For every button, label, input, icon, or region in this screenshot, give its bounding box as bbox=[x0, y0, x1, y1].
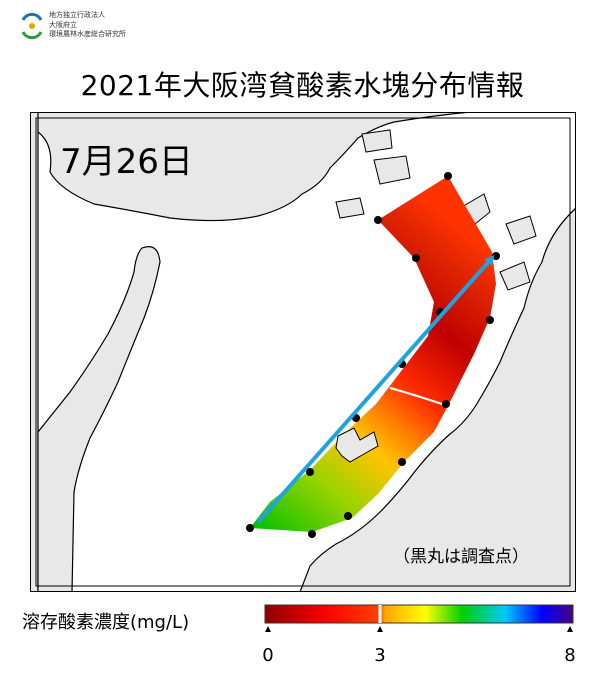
osaka-bay-map bbox=[30, 112, 576, 592]
color-bar-gradient bbox=[264, 604, 574, 624]
tick-label-3: 3 bbox=[374, 645, 386, 666]
kansai-airport bbox=[335, 427, 379, 463]
org-name: 地方独立行政法人 大阪府立 環境農林水産総合研究所 bbox=[49, 11, 126, 38]
contour-line bbox=[389, 387, 443, 405]
survey-point-dot bbox=[442, 400, 450, 408]
awaji-island bbox=[37, 246, 161, 592]
survey-point-dot bbox=[306, 468, 314, 476]
tick-label-0: 0 bbox=[262, 645, 274, 666]
page-title: 2021年大阪湾貧酸素水塊分布情報 bbox=[80, 69, 525, 102]
tick-marker-8 bbox=[567, 626, 573, 632]
survey-point-dot bbox=[398, 458, 406, 466]
survey-point-note: （黒丸は調査点） bbox=[393, 547, 529, 567]
tick-marker-3 bbox=[377, 626, 383, 632]
org-logo: 地方独立行政法人 大阪府立 環境農林水産総合研究所 bbox=[20, 8, 180, 44]
survey-point-dot bbox=[374, 216, 382, 224]
tick-label-8: 8 bbox=[564, 645, 576, 666]
port-island-5 bbox=[505, 215, 537, 245]
port-island-2 bbox=[373, 155, 411, 185]
tick-marker-0 bbox=[265, 626, 271, 632]
map-svg bbox=[30, 112, 576, 592]
survey-direction-arrow bbox=[256, 255, 495, 524]
survey-point-dot bbox=[444, 172, 452, 180]
map-inner-frame bbox=[35, 117, 571, 587]
survey-point-dot bbox=[308, 530, 316, 538]
port-island-6 bbox=[499, 261, 531, 291]
legend-label: 溶存酸素濃度(mg/L) bbox=[22, 612, 190, 633]
do-distribution-area bbox=[250, 176, 496, 532]
survey-point-dot bbox=[412, 254, 420, 262]
survey-point-dot bbox=[344, 512, 352, 520]
survey-point-dot bbox=[492, 252, 500, 260]
port-island-1 bbox=[361, 129, 393, 153]
date-label: 7月26日 bbox=[60, 142, 193, 182]
org-logo-icon bbox=[21, 12, 43, 40]
survey-point-dot bbox=[486, 316, 494, 324]
color-bar bbox=[264, 604, 574, 632]
survey-point-dot bbox=[246, 524, 254, 532]
port-island-3 bbox=[335, 197, 365, 219]
